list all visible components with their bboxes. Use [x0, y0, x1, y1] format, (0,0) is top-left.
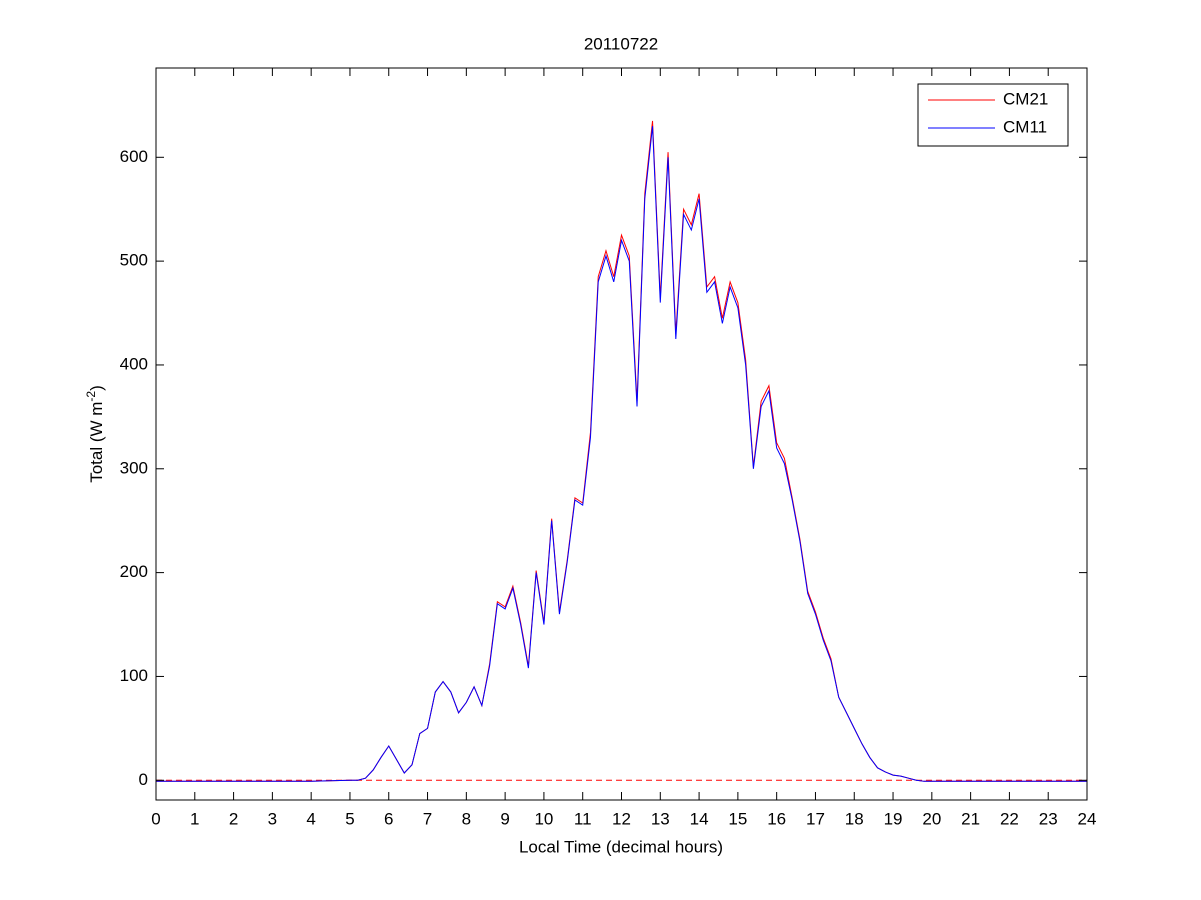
x-axis-label: Local Time (decimal hours) [519, 837, 723, 856]
y-tick-label: 0 [139, 770, 148, 789]
x-tick-label: 4 [306, 809, 315, 828]
x-tick-label: 12 [612, 809, 631, 828]
y-tick-label: 400 [120, 354, 148, 373]
x-tick-label: 5 [345, 809, 354, 828]
x-tick-label: 21 [961, 809, 980, 828]
x-tick-label: 20 [922, 809, 941, 828]
y-tick-label: 100 [120, 666, 148, 685]
y-label-text: Total (W m [87, 402, 106, 483]
x-tick-label: 22 [1000, 809, 1019, 828]
y-axis-label: Total (W m-2) [84, 385, 106, 483]
y-tick-label: 300 [120, 458, 148, 477]
x-tick-label: 24 [1078, 809, 1097, 828]
x-tick-label: 10 [534, 809, 553, 828]
y-tick-label: 200 [120, 562, 148, 581]
x-tick-label: 15 [728, 809, 747, 828]
x-tick-label: 17 [806, 809, 825, 828]
y-tick-label: 500 [120, 251, 148, 270]
x-tick-label: 3 [268, 809, 277, 828]
y-label-superscript: -2 [84, 391, 98, 402]
legend-label: CM21 [1003, 89, 1048, 108]
y-tick-label: 600 [120, 147, 148, 166]
chart-title: 20110722 [584, 34, 658, 53]
x-tick-label: 14 [690, 809, 709, 828]
x-tick-label: 1 [190, 809, 199, 828]
legend-label: CM11 [1003, 117, 1047, 136]
legend-box [917, 83, 1069, 147]
x-tick-label: 2 [229, 809, 238, 828]
x-tick-label: 11 [574, 809, 592, 828]
x-tick-label: 0 [151, 809, 160, 828]
x-tick-label: 9 [500, 809, 509, 828]
x-tick-label: 16 [767, 809, 786, 828]
x-tick-label: 23 [1039, 809, 1058, 828]
x-tick-label: 19 [884, 809, 903, 828]
x-tick-label: 6 [384, 809, 393, 828]
y-label-suffix: ) [87, 385, 106, 391]
x-tick-label: 7 [423, 809, 432, 828]
series-line [156, 126, 1087, 782]
x-tick-label: 13 [651, 809, 670, 828]
x-tick-label: 18 [845, 809, 864, 828]
x-tick-label: 8 [462, 809, 471, 828]
